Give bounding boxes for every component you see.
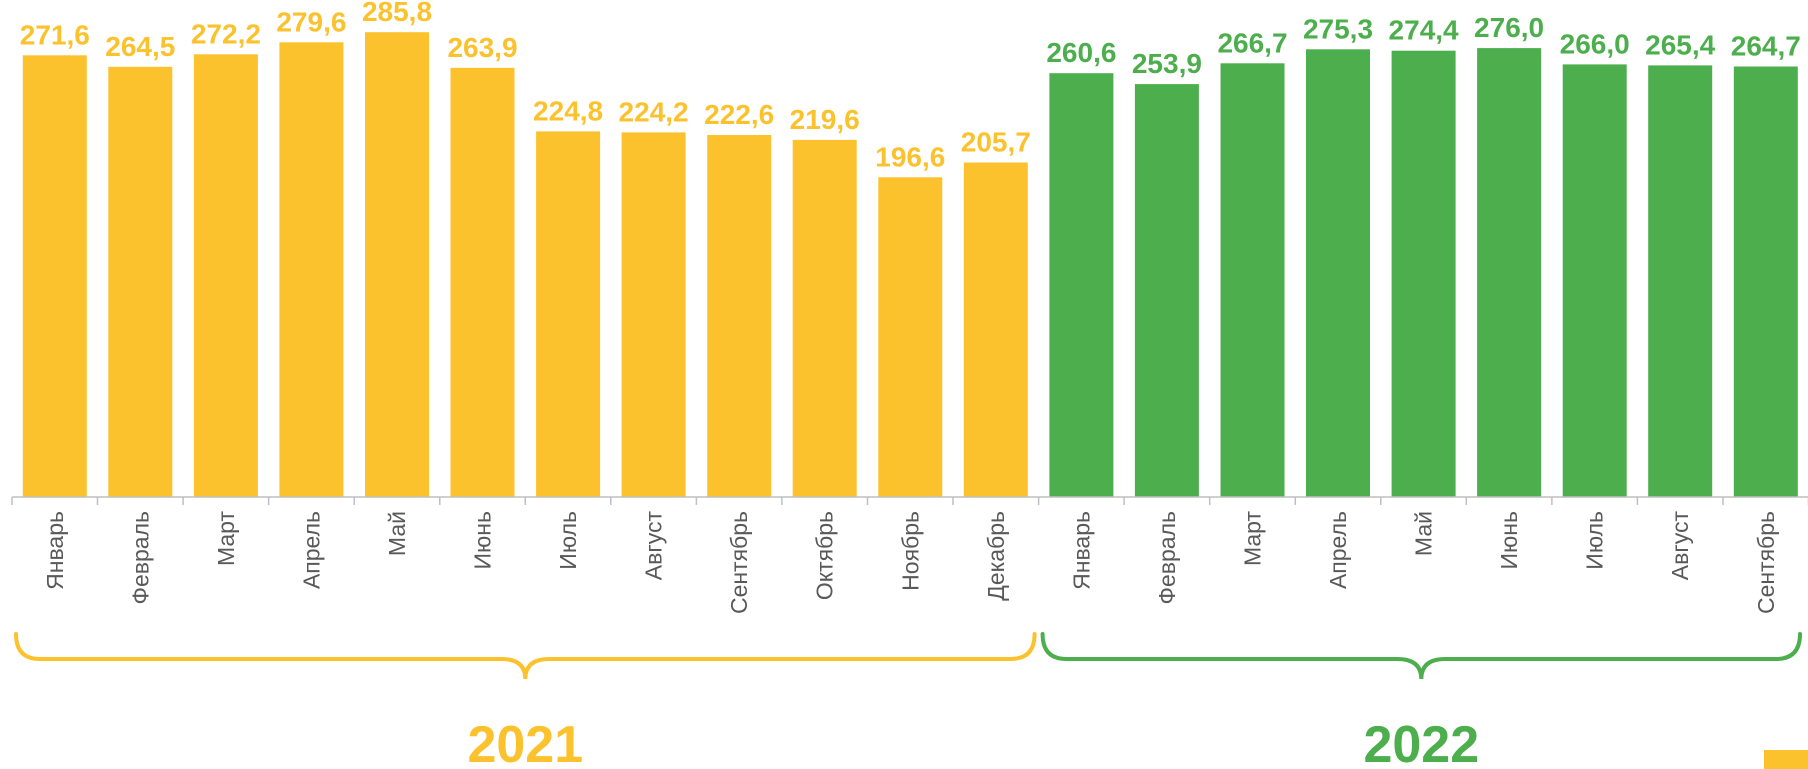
value-label: 264,7 (1731, 31, 1801, 62)
month-label: Февраль (1154, 511, 1180, 604)
bar-2022-4 (1306, 49, 1370, 498)
value-label: 274,4 (1389, 15, 1459, 46)
bar-2021-2 (108, 66, 173, 498)
year-labels-layer: 2021 2022 (467, 716, 1479, 769)
bar-2021-11 (878, 177, 943, 498)
value-label: 205,7 (961, 127, 1031, 158)
month-label: Март (213, 511, 239, 566)
bar-2021-5 (365, 32, 429, 497)
month-label: Май (1411, 511, 1437, 556)
value-label: 285,8 (362, 0, 432, 27)
bar-2022-9 (1733, 66, 1798, 497)
month-label: Октябрь (812, 511, 838, 600)
bar-2022-7 (1562, 64, 1627, 498)
month-labels-layer: Январь Февраль Март Апрель Май Июнь Июль Август… (42, 511, 1779, 615)
year-label-2022: 2022 (1363, 716, 1479, 769)
month-label: Июнь (1496, 511, 1522, 569)
value-label: 275,3 (1303, 13, 1373, 44)
year-brace-2022 (1040, 632, 1802, 680)
value-label: 271,6 (20, 19, 90, 50)
month-label: Март (1240, 511, 1266, 566)
month-label: Июнь (470, 511, 496, 569)
bar-2022-1 (1049, 73, 1114, 497)
bar-2021-4 (279, 42, 344, 498)
value-label: 196,6 (875, 141, 945, 172)
bar-2021-8 (621, 132, 686, 497)
bar-2022-5 (1391, 50, 1456, 497)
month-label: Январь (42, 511, 68, 590)
value-label: 260,6 (1046, 37, 1116, 68)
month-label: Июль (1582, 511, 1608, 570)
value-label: 279,6 (276, 6, 346, 37)
value-label: 276,0 (1474, 12, 1544, 43)
month-label: Август (641, 511, 667, 581)
value-label: 219,6 (790, 104, 860, 135)
value-label: 263,9 (447, 32, 517, 63)
value-label: 253,9 (1132, 48, 1202, 79)
value-label: 265,4 (1645, 29, 1715, 60)
bar-2022-6 (1477, 48, 1542, 497)
month-label: Май (384, 511, 410, 556)
month-label: Июль (555, 511, 581, 570)
bar-2021-12 (963, 162, 1028, 497)
month-label: Сентябрь (1753, 511, 1779, 614)
value-labels-layer: 271,6 264,5 272,2 279,6 285,8 263,9 224,8 224,2… (20, 0, 1801, 172)
month-label: Декабрь (983, 511, 1009, 601)
value-label: 224,2 (619, 96, 689, 127)
bar-2021-1 (22, 55, 87, 498)
value-label: 264,5 (105, 31, 175, 62)
bar-2021-6 (450, 67, 515, 498)
bar-2021-10 (792, 139, 857, 497)
bar-2021-3 (193, 54, 258, 498)
month-label: Ноябрь (897, 511, 923, 591)
value-label: 222,6 (704, 99, 774, 130)
year-brace-2021 (14, 632, 1037, 680)
value-label: 266,0 (1560, 28, 1630, 59)
month-label: Январь (1068, 511, 1094, 590)
bar-2022-3 (1220, 63, 1285, 498)
year-label-2021: 2021 (467, 716, 583, 769)
bar-2022-2 (1134, 84, 1199, 497)
month-label: Апрель (298, 511, 324, 589)
month-label: Февраль (127, 511, 153, 604)
legend-swatch (1764, 750, 1808, 769)
x-axis-ticks (11, 497, 1808, 505)
bar-2022-8 (1648, 65, 1713, 498)
year-braces-layer (14, 632, 1802, 680)
month-label: Август (1667, 511, 1693, 581)
value-label: 272,2 (191, 18, 261, 49)
month-label: Сентябрь (726, 511, 752, 614)
bars-layer (22, 32, 1798, 498)
month-label: Апрель (1325, 511, 1351, 589)
bar-2021-9 (707, 135, 772, 497)
bar-2021-7 (536, 131, 601, 497)
value-label: 224,8 (533, 95, 603, 126)
value-label: 266,7 (1217, 27, 1287, 58)
